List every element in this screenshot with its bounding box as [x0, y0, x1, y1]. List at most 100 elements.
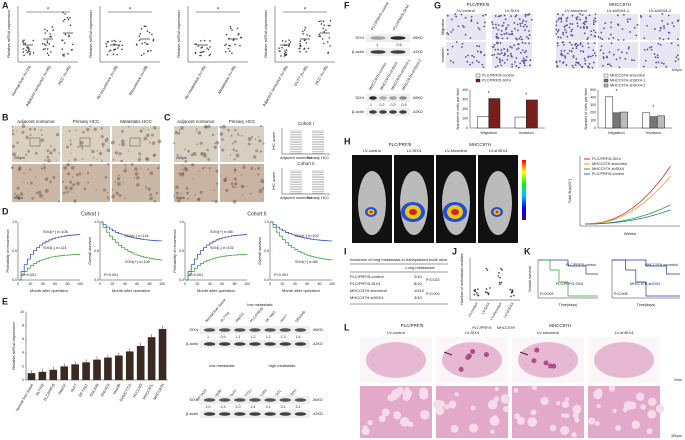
- dot: [498, 281, 501, 284]
- band: [390, 50, 406, 54]
- cell: [208, 167, 211, 170]
- dot: [230, 27, 232, 30]
- label: PLC/PRF/5: [43, 383, 56, 402]
- dot: [23, 39, 25, 42]
- label: 1: [376, 43, 378, 47]
- cell: [600, 31, 603, 34]
- label: Overall survival: [528, 266, 532, 292]
- band: [390, 36, 406, 40]
- dot: [121, 48, 123, 51]
- dot: [486, 291, 488, 294]
- cell: [495, 33, 498, 36]
- label: 40: [293, 282, 297, 286]
- cell: [89, 163, 93, 167]
- cell: [498, 53, 501, 55]
- cell: [483, 25, 486, 28]
- cell: [499, 61, 501, 64]
- cell: [661, 13, 664, 15]
- cell: [631, 59, 633, 61]
- cell: [58, 152, 61, 155]
- cell: [606, 63, 609, 66]
- cell: [234, 128, 237, 132]
- box: [129, 137, 141, 147]
- cell: [639, 14, 642, 17]
- alveolus: [500, 394, 511, 404]
- bar: [656, 115, 665, 129]
- cell: [69, 139, 72, 142]
- label: 100: [329, 282, 335, 286]
- cell: [667, 37, 670, 40]
- colorbar: [522, 160, 526, 220]
- cell: [497, 41, 499, 44]
- dot: [283, 55, 286, 57]
- cell: [233, 158, 236, 161]
- cell: [565, 20, 568, 22]
- bar: [136, 346, 145, 380]
- alveolus: [556, 401, 561, 406]
- label: 0.5: [94, 249, 99, 253]
- cell: [72, 183, 76, 187]
- cell: [55, 133, 60, 137]
- label: PLC/PRF/5-control: [592, 172, 624, 176]
- cell: [122, 181, 125, 183]
- cell: [64, 186, 69, 190]
- image: [62, 126, 110, 162]
- cell: [556, 30, 559, 33]
- dot: [489, 287, 491, 289]
- lung: [594, 342, 654, 378]
- cell: [559, 60, 561, 63]
- cell: [250, 167, 254, 170]
- label: 1.2: [266, 335, 271, 339]
- cell: [96, 150, 99, 152]
- label: 40: [41, 282, 45, 286]
- cell: [40, 133, 43, 136]
- cell: [627, 47, 630, 50]
- dot: [299, 42, 302, 45]
- dot: [46, 48, 49, 50]
- cell: [233, 171, 236, 174]
- cell: [476, 44, 478, 47]
- cell: [151, 133, 154, 137]
- cell: [594, 35, 597, 38]
- cell: [592, 49, 595, 52]
- cell: [134, 172, 139, 176]
- panel-label: K: [524, 246, 531, 256]
- cell: [660, 27, 662, 30]
- cell: [464, 56, 467, 58]
- label: 100: [244, 282, 250, 286]
- dot: [206, 47, 208, 49]
- dot: [231, 29, 233, 31]
- cell: [98, 151, 103, 156]
- label: 500: [590, 88, 596, 92]
- cell: [562, 41, 565, 43]
- dot: [47, 54, 50, 57]
- label: LV-control: [467, 302, 479, 318]
- band: [234, 342, 246, 346]
- cell: [584, 59, 587, 62]
- cell: [587, 46, 590, 49]
- cell: [618, 66, 621, 69]
- legend-swatch: [603, 73, 609, 78]
- cell: [557, 18, 560, 21]
- cell: [564, 56, 567, 59]
- cell: [69, 143, 73, 146]
- cell: [83, 187, 87, 191]
- label: MHCC97H-shcontrol: [610, 74, 645, 78]
- dot: [29, 53, 31, 56]
- bar: [642, 112, 651, 129]
- cell: [575, 16, 578, 19]
- dot: [108, 50, 111, 52]
- cell: [525, 20, 528, 23]
- dot: [224, 50, 227, 53]
- dot: [320, 20, 322, 22]
- cell: [23, 172, 25, 175]
- cell: [523, 64, 526, 67]
- cell: [558, 17, 561, 20]
- dot: [228, 50, 231, 53]
- label: *: [653, 105, 655, 111]
- dot: [229, 45, 231, 47]
- cell: [201, 167, 205, 170]
- dot: [498, 272, 500, 274]
- label: -42KD: [312, 412, 323, 416]
- dot: [46, 30, 49, 32]
